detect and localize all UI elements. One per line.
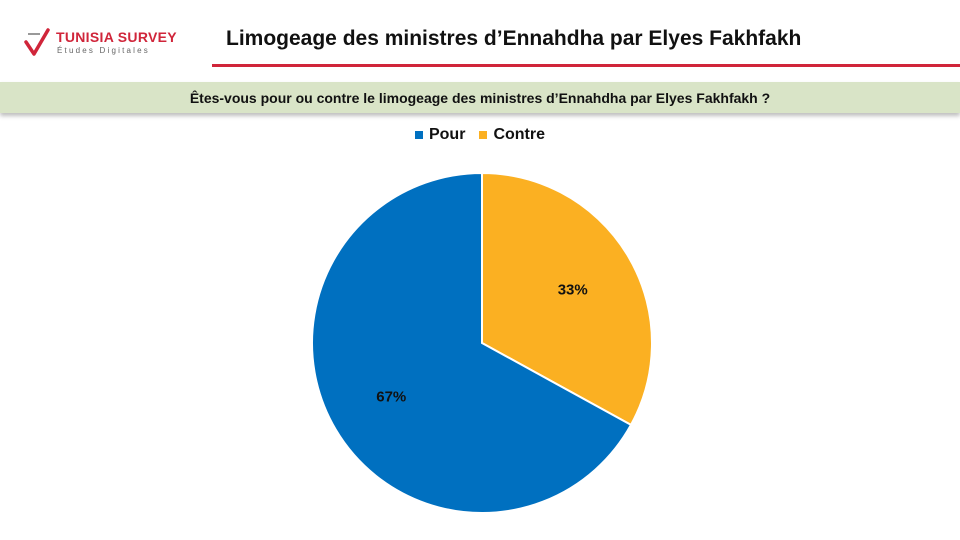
- pie-slice-contre: [481, 171, 653, 427]
- legend-item-pour: Pour: [414, 126, 466, 144]
- brand-logo: TUNISIA SURVEY Études Digitales: [24, 26, 184, 62]
- data-label-contre: 33%: [558, 281, 588, 298]
- legend-swatch-pour: [414, 131, 423, 139]
- data-label-pour: 67%: [376, 389, 406, 406]
- brand-tagline: Études Digitales: [57, 46, 151, 55]
- legend-item-contre: Contre: [479, 126, 545, 144]
- pie-slice-pour: [311, 171, 633, 514]
- checkmark-logo-icon: [24, 28, 50, 56]
- legend-label-pour: Pour: [428, 126, 466, 143]
- pie-chart: 33% 67%: [311, 171, 653, 514]
- brand-name: TUNISIA SURVEY: [56, 29, 177, 45]
- chart-legend: Pour Contre: [0, 125, 960, 145]
- page-title: Limogeage des ministres d’Ennahdha par E…: [226, 27, 802, 50]
- legend-label-contre: Contre: [493, 126, 545, 143]
- chart-title: Êtes-vous pour ou contre le limogeage de…: [189, 89, 771, 106]
- question-banner: Êtes-vous pour ou contre le limogeage de…: [0, 82, 960, 113]
- title-divider: [212, 64, 960, 67]
- legend-swatch-contre: [479, 131, 488, 139]
